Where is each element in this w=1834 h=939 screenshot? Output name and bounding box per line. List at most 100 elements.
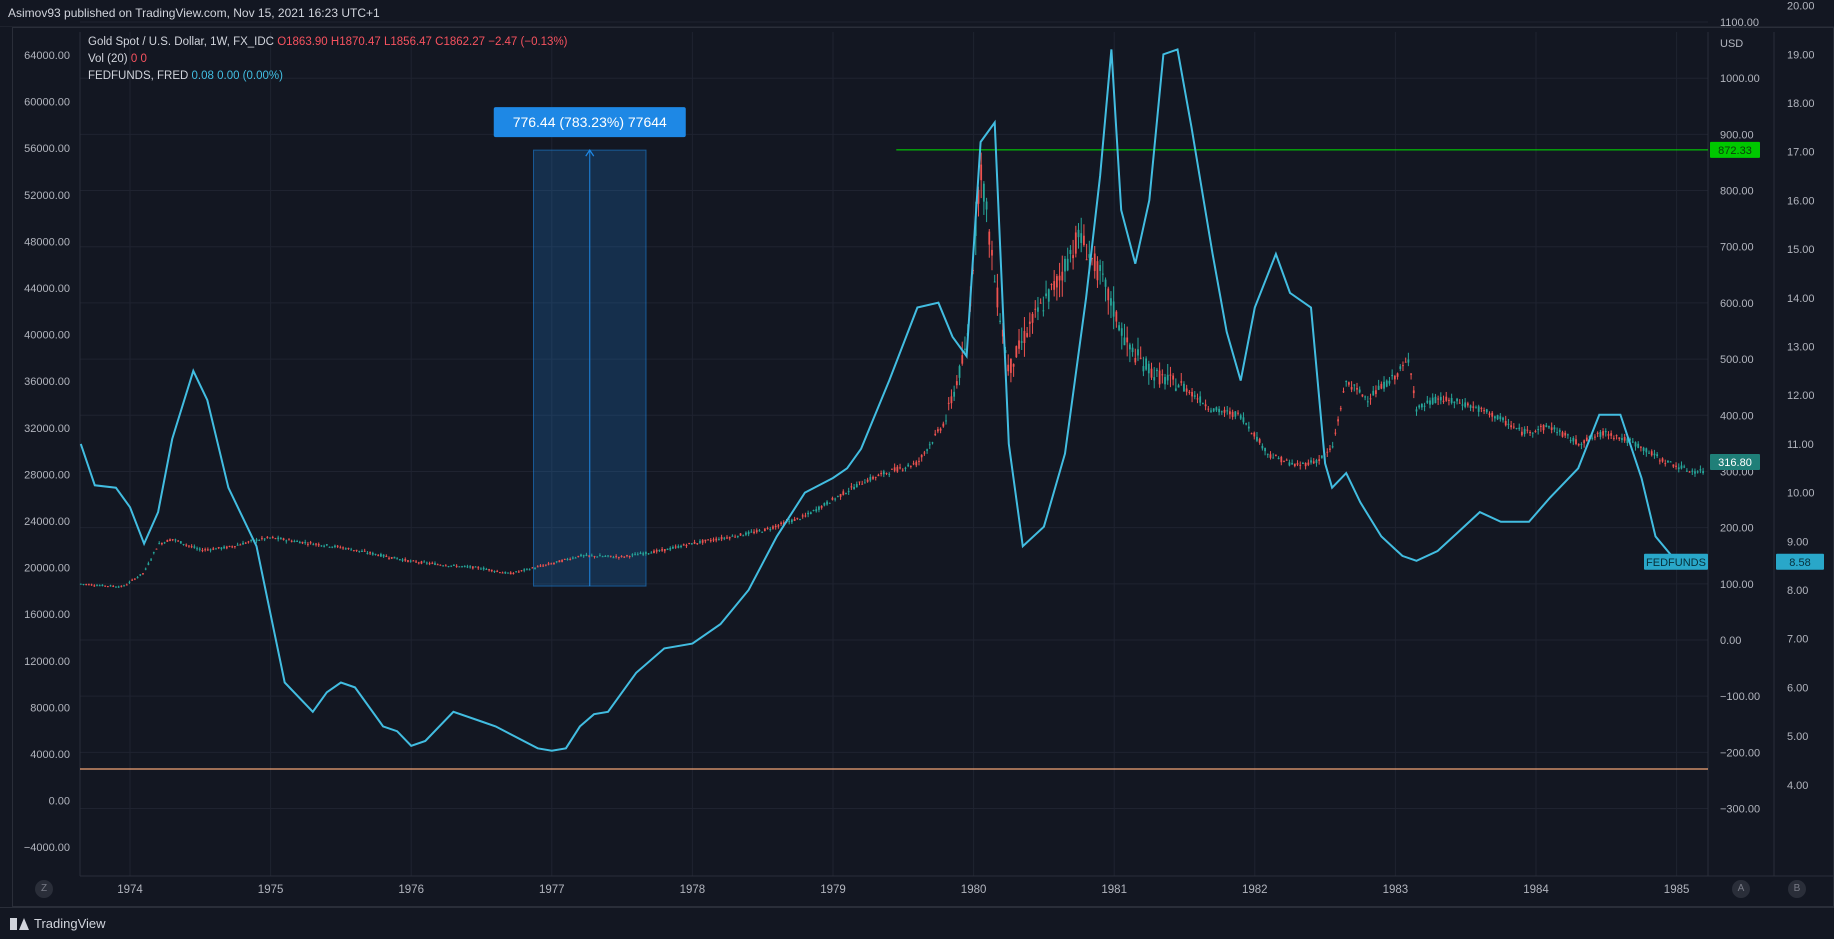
gold-candle-body: [117, 586, 120, 588]
gold-candle-body: [1396, 373, 1399, 377]
gold-candle-body: [1402, 365, 1404, 367]
gold-candle-body: [250, 540, 253, 542]
gold-candle-body: [1356, 387, 1358, 390]
gold-candle-body: [480, 568, 482, 570]
gold-candle-body: [891, 468, 893, 470]
gold-candle-body: [1172, 375, 1175, 380]
gold-candle-body: [1347, 382, 1350, 385]
gold-candle-body: [98, 585, 101, 587]
gold-candle-body: [323, 545, 326, 547]
auto-scale-button[interactable]: A: [1732, 880, 1750, 898]
gold-candle-body: [315, 543, 317, 545]
gold-candle-body: [1131, 347, 1134, 353]
gold-candle-body: [288, 539, 290, 541]
legend-fed-label[interactable]: FEDFUNDS, FRED: [88, 70, 189, 82]
gold-candle-body: [539, 565, 542, 567]
legend-gold-row: Gold Spot / U.S. Dollar, 1W, FX_IDC O186…: [88, 34, 568, 51]
gold-candle-body: [1283, 461, 1285, 463]
gold-candle-body: [1220, 411, 1223, 413]
gold-candle-body: [369, 552, 372, 554]
gold-candle-body: [1247, 426, 1250, 429]
gold-candle-body: [945, 420, 947, 422]
gold-candle-body: [1631, 441, 1634, 443]
gold-candle-body: [1369, 398, 1372, 400]
gold-candle-body: [1229, 411, 1231, 415]
gold-candle-body: [801, 515, 804, 517]
gold-candle-body: [593, 556, 596, 558]
gold-candle-body: [909, 465, 912, 467]
gold-candle-body: [1037, 307, 1039, 312]
price-axis-unit: USD: [1720, 38, 1743, 50]
gold-candle-body: [872, 476, 874, 479]
gold-candle-body: [382, 554, 385, 557]
gold-candle-body: [912, 463, 915, 465]
gold-candle-body: [179, 541, 182, 544]
gold-candle-body: [401, 559, 404, 561]
gold-candle-body: [1261, 445, 1264, 449]
gold-candle-body: [566, 558, 569, 560]
gold-candle-body: [309, 542, 312, 544]
gold-candle-body: [1448, 399, 1450, 401]
left-axis-tick: 28000.00: [24, 469, 70, 481]
legend-symbol[interactable]: Gold Spot / U.S. Dollar, 1W, FX_IDC: [88, 36, 274, 48]
gold-candle-body: [1315, 459, 1318, 463]
gold-candle-body: [1150, 368, 1153, 378]
gold-candle-body: [234, 546, 236, 548]
gold-candle-body: [223, 546, 225, 549]
gold-candle-body: [1042, 310, 1045, 312]
gold-candle-body: [804, 515, 807, 517]
gold-candle-body: [501, 572, 504, 574]
gold-candle-body: [1099, 265, 1102, 271]
gold-candle-body: [1434, 396, 1437, 404]
gold-candle-body: [82, 584, 85, 586]
gold-candle-body: [1069, 249, 1072, 255]
gold-candle-body: [1085, 259, 1088, 261]
gold-candle-body: [680, 545, 682, 548]
gold-candle-body: [937, 429, 939, 432]
gold-candle-body: [1293, 463, 1296, 467]
gold-candle-body: [228, 545, 231, 547]
gold-candle-body: [1020, 341, 1023, 343]
gold-candle-body: [1074, 232, 1077, 254]
left-axis-tick: 36000.00: [24, 376, 70, 388]
gold-candle-body: [517, 571, 520, 573]
fed-axis-tick: 11.00: [1787, 439, 1814, 451]
gold-candle-body: [1485, 409, 1488, 413]
gold-candle-body: [1548, 426, 1550, 428]
fed-axis-tick: 16.00: [1787, 195, 1815, 207]
gold-candle-body: [1185, 388, 1188, 392]
b-button[interactable]: B: [1788, 880, 1806, 898]
gold-candle-body: [293, 541, 296, 543]
gold-candle-body: [739, 533, 742, 536]
gold-candle-body: [928, 444, 931, 446]
gold-candle-body: [953, 391, 956, 397]
gold-candle-body: [1577, 444, 1580, 446]
gold-candle-body: [607, 555, 609, 557]
chart-legend: Gold Spot / U.S. Dollar, 1W, FX_IDC O186…: [88, 34, 568, 85]
gold-candle-body: [1650, 451, 1653, 456]
gold-candle-body: [350, 549, 353, 551]
gold-candle-body: [1026, 333, 1029, 337]
reset-zoom-button[interactable]: Z: [35, 880, 53, 898]
gold-candle-body: [818, 506, 820, 510]
price-axis-tick: 900.00: [1720, 129, 1754, 141]
gold-candle-body: [653, 550, 655, 553]
gold-candle-body: [1456, 398, 1458, 402]
legend-vol-label[interactable]: Vol (20): [88, 53, 128, 65]
gold-candle-body: [626, 555, 628, 557]
gold-candle-body: [442, 565, 445, 567]
gold-candle-body: [458, 566, 461, 568]
fed-axis-tick: 4.00: [1787, 780, 1808, 792]
gold-candle-body: [1312, 461, 1315, 464]
gold-candle-body: [1277, 457, 1280, 460]
gold-candle-body: [477, 567, 480, 569]
gold-candle-body: [1688, 471, 1691, 473]
gold-candle-body: [734, 536, 737, 538]
price-chart[interactable]: 776.44 (783.23%) 77644 64000.00 60000.00 56…: [0, 0, 1834, 907]
gold-candle-body: [336, 545, 339, 547]
gold-candle-body: [1245, 423, 1248, 425]
gold-candle-body: [612, 557, 615, 559]
gold-candle-body: [1072, 255, 1075, 259]
gold-candle-body: [1626, 438, 1629, 444]
gold-candle-body: [780, 522, 782, 524]
